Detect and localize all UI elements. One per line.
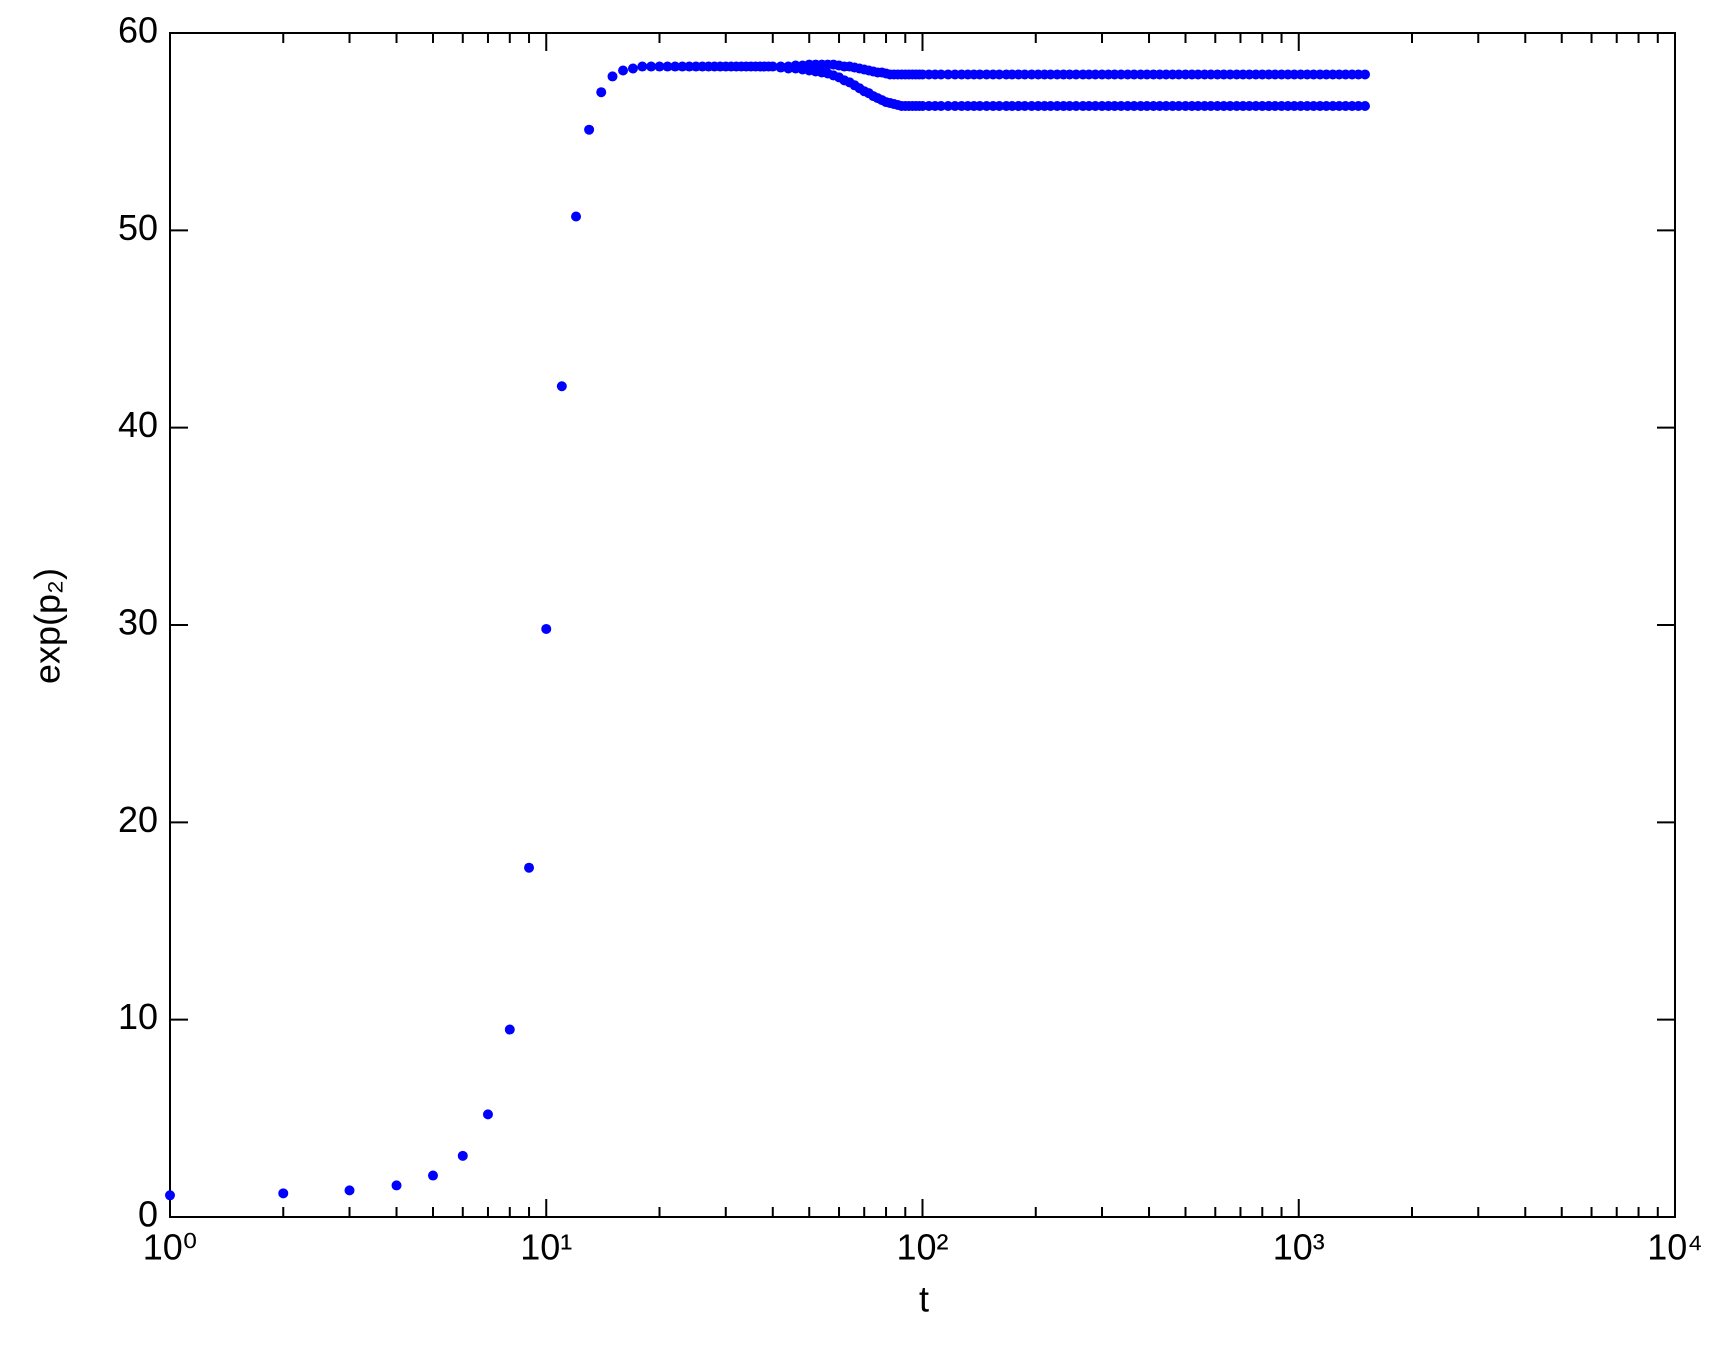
data-point	[1019, 69, 1030, 80]
data-point	[571, 211, 582, 222]
data-point	[662, 61, 673, 72]
data-point	[584, 124, 595, 135]
x-tick-label: 10¹	[520, 1227, 572, 1268]
data-point	[677, 61, 688, 72]
data-point	[618, 65, 629, 76]
data-point	[427, 1170, 438, 1181]
data-point	[994, 101, 1005, 112]
data-point	[775, 62, 786, 73]
data-point	[936, 69, 947, 80]
data-point	[646, 61, 657, 72]
data-point	[344, 1185, 355, 1196]
y-tick-label: 20	[118, 799, 158, 840]
data-point	[391, 1180, 402, 1191]
data-point	[556, 381, 567, 392]
data-point	[936, 101, 947, 112]
data-point	[524, 862, 535, 873]
y-tick-label: 30	[118, 602, 158, 643]
y-tick-label: 10	[118, 996, 158, 1037]
data-point	[670, 61, 681, 72]
data-point	[994, 69, 1005, 80]
data-point	[541, 623, 552, 634]
data-point	[627, 63, 638, 74]
x-tick-label: 10⁴	[1647, 1227, 1703, 1268]
data-point	[504, 1024, 515, 1035]
data-point	[1019, 101, 1030, 112]
data-point	[596, 87, 607, 98]
y-tick-label: 40	[118, 404, 158, 445]
data-point	[1071, 69, 1082, 80]
plot-frame	[169, 32, 1676, 1218]
data-point	[278, 1188, 289, 1199]
data-point	[654, 61, 665, 72]
data-point	[783, 63, 794, 74]
data-point	[607, 71, 618, 82]
x-tick-label: 10³	[1273, 1227, 1325, 1268]
data-point	[482, 1109, 493, 1120]
x-axis-label: t	[919, 1279, 929, 1320]
y-tick-label: 0	[138, 1194, 158, 1235]
data-point	[1360, 69, 1371, 80]
data-point	[637, 61, 648, 72]
y-axis-label: exp(p₂)	[27, 568, 68, 684]
x-tick-label: 10²	[896, 1227, 948, 1268]
y-tick-label: 60	[118, 10, 158, 51]
data-point	[457, 1150, 468, 1161]
data-point	[943, 101, 954, 112]
y-tick-label: 50	[118, 207, 158, 248]
data-point	[1071, 101, 1082, 112]
data-point	[165, 1190, 175, 1201]
data-point	[1360, 101, 1371, 112]
data-point	[943, 69, 954, 80]
data-point	[767, 61, 778, 72]
x-tick-label: 10⁰	[143, 1227, 197, 1268]
